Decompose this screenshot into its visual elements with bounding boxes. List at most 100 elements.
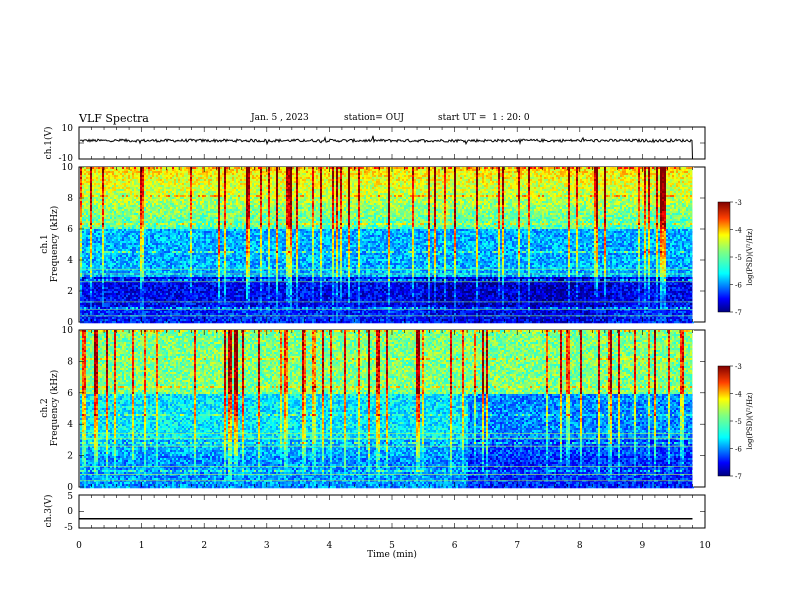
spectrogram-cell <box>92 297 94 299</box>
spectrogram-cell <box>90 241 92 243</box>
spectrogram-cell <box>84 253 86 255</box>
spectrogram-cell <box>88 199 90 201</box>
spectrogram-cell <box>86 173 88 175</box>
spectrogram-cell <box>88 197 90 199</box>
spectrogram-cell <box>84 205 86 207</box>
spectrogram-cell <box>92 311 94 313</box>
spectrogram-cell <box>80 235 82 237</box>
spectrogram-cell <box>82 203 84 205</box>
spectrogram-cell <box>88 305 90 307</box>
spectrogram-cell <box>80 275 82 277</box>
spectrogram-cell <box>84 219 86 221</box>
spectrogram-cell <box>90 179 92 181</box>
spectrogram-cell <box>84 215 86 217</box>
spectrogram-cell <box>92 251 94 253</box>
spectrogram-cell <box>82 167 84 169</box>
spectrogram-cell <box>96 247 98 249</box>
spectrogram-cell <box>80 209 82 211</box>
spectrogram-cell <box>82 187 84 189</box>
spectrogram-cell <box>90 215 92 217</box>
spectrogram-cell <box>92 295 94 297</box>
spectrogram-cell <box>90 255 92 257</box>
spectrogram-cell <box>90 297 92 299</box>
spectrogram-cell <box>80 211 82 213</box>
spectrogram-cell <box>84 243 86 245</box>
spectrogram-cell <box>90 293 92 295</box>
spectrogram-cell <box>84 201 86 203</box>
spectrogram-cell <box>88 215 90 217</box>
spectrogram-cell <box>84 255 86 257</box>
spectrogram-cell <box>92 253 94 255</box>
spectrogram-cell <box>86 307 88 309</box>
spectrogram-cell <box>86 289 88 291</box>
spectrogram-cell <box>90 239 92 241</box>
spectrogram-cell <box>86 245 88 247</box>
spectrogram-cell <box>92 209 94 211</box>
spectrogram-cell <box>84 169 86 171</box>
spectrogram-cell <box>84 251 86 253</box>
spectrogram-cell <box>82 265 84 267</box>
spectrogram-cell <box>94 209 96 211</box>
spectrogram-cell <box>80 215 82 217</box>
spectrogram-cell <box>96 215 98 217</box>
spectrogram-cell <box>80 251 82 253</box>
spectrogram-cell <box>82 193 84 195</box>
spectrogram-cell <box>82 189 84 191</box>
spectrogram-cell <box>88 179 90 181</box>
spectrogram-cell <box>88 263 90 265</box>
spectrogram-cell <box>94 319 96 321</box>
spectrogram-cell <box>84 263 86 265</box>
spectrogram-cell <box>84 291 86 293</box>
spectrogram-cell <box>94 251 96 253</box>
spectrogram-cell <box>96 205 98 207</box>
spectrogram-cell <box>96 231 98 233</box>
spectrogram-cell <box>86 277 88 279</box>
spectrogram-cell <box>92 183 94 185</box>
spectrogram-cell <box>90 243 92 245</box>
spectrogram-cell <box>92 237 94 239</box>
spectrogram-cell <box>88 307 90 309</box>
spectrogram-cell <box>88 257 90 259</box>
spectrogram-cell <box>94 249 96 251</box>
spectrogram-cell <box>94 233 96 235</box>
spectrogram-cell <box>92 277 94 279</box>
spectrogram-cell <box>80 219 82 221</box>
spectrogram-cell <box>80 257 82 259</box>
spectrogram-cell <box>86 321 88 323</box>
spectrogram-cell <box>80 173 82 175</box>
spectrogram-cell <box>80 201 82 203</box>
spectrogram-cell <box>92 263 94 265</box>
spectrogram-cell <box>86 255 88 257</box>
spectrogram-cell <box>82 307 84 309</box>
spectrogram-cell <box>96 173 98 175</box>
spectrogram-cell <box>92 247 94 249</box>
spectrogram-cell <box>84 285 86 287</box>
spectrogram-cell <box>94 195 96 197</box>
spectrogram-cell <box>96 223 98 225</box>
spectrogram-cell <box>86 175 88 177</box>
spectrogram-cell <box>90 211 92 213</box>
spectrogram-cell <box>86 243 88 245</box>
spectrogram-cell <box>94 283 96 285</box>
spectrogram-cell <box>92 167 94 169</box>
spectrogram-cell <box>90 225 92 227</box>
spectrogram-cell <box>84 167 86 169</box>
spectrogram-cell <box>88 299 90 301</box>
spectrogram-cell <box>92 229 94 231</box>
spectrogram-cell <box>90 283 92 285</box>
spectrogram-cell <box>88 303 90 305</box>
spectrogram-cell <box>90 259 92 261</box>
spectrogram-cell <box>94 287 96 289</box>
spectrogram-cell <box>80 193 82 195</box>
spectrogram-cell <box>80 245 82 247</box>
spectrogram-cell <box>92 279 94 281</box>
spectrogram-cell <box>88 275 90 277</box>
spectrogram-cell <box>86 287 88 289</box>
spectrogram-cell <box>90 233 92 235</box>
spectrogram-cell <box>80 305 82 307</box>
spectrogram-cell <box>80 239 82 241</box>
spectrogram-cell <box>96 219 98 221</box>
spectrogram-cell <box>84 171 86 173</box>
spectrogram-cell <box>96 193 98 195</box>
spectrogram-cell <box>92 319 94 321</box>
